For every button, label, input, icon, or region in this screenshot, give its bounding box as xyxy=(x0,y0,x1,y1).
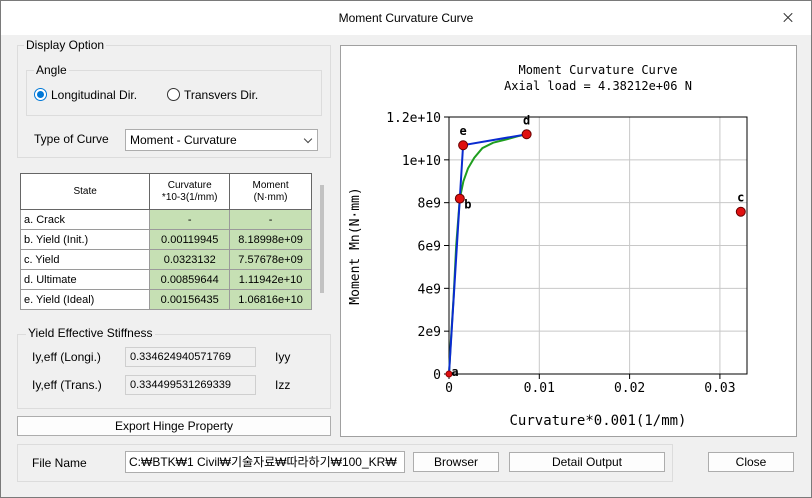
point-label-b: b xyxy=(464,198,471,212)
point-marker-d xyxy=(521,129,532,140)
detail-output-button[interactable]: Detail Output xyxy=(509,452,665,472)
chart-subtitle: Axial load = 4.38212e+06 N xyxy=(504,79,692,93)
x-tick-label: 0 xyxy=(445,381,453,396)
y-tick-label: 8e9 xyxy=(418,197,441,212)
point-label-c: c xyxy=(737,191,744,205)
y-tick-label: 1.2e+10 xyxy=(386,111,441,126)
header-state: State xyxy=(19,173,151,210)
curvature-cell: 0.00859644 xyxy=(149,269,231,290)
state-cell: e. Yield (Ideal) xyxy=(19,289,151,310)
type-of-curve-select[interactable]: Moment - Curvature xyxy=(125,129,318,151)
header-curvature: Curvature *10-3(1/mm) xyxy=(149,173,231,210)
display-option-group xyxy=(17,45,331,158)
file-group xyxy=(17,444,673,482)
table-scrollbar[interactable] xyxy=(317,175,327,317)
point-marker-b xyxy=(454,193,465,204)
title-bar: Moment Curvature Curve xyxy=(1,1,811,35)
longi-unit: Iyy xyxy=(275,350,291,364)
file-name-label: File Name xyxy=(32,456,87,470)
y-tick-label: 0 xyxy=(433,368,441,383)
curvature-cell: 0.00119945 xyxy=(149,229,231,250)
chart-panel: 0 0.01 0.02 0.03 0 2e9 4e9 6e9 8e9 1e+10 1.2e+10 Mo… xyxy=(340,45,797,437)
point-marker-c xyxy=(735,206,746,217)
point-marker-e xyxy=(458,140,469,151)
y-axis-label: Moment Mn(N·mm) xyxy=(348,187,363,304)
transvers-radio[interactable] xyxy=(167,88,180,101)
table-row[interactable]: a. Crack - - xyxy=(19,209,312,230)
chevron-down-icon xyxy=(303,134,313,144)
angle-group xyxy=(26,70,322,116)
close-icon[interactable] xyxy=(765,1,811,35)
curvature-cell: 0.00156435 xyxy=(149,289,231,310)
x-axis-label: Curvature*0.001(1/mm) xyxy=(509,413,686,429)
x-tick-label: 0.02 xyxy=(614,381,645,396)
plot-border xyxy=(448,116,748,375)
y-tick-label: 1e+10 xyxy=(402,154,441,169)
trans-label: Iy,eff (Trans.) xyxy=(32,378,102,392)
moment-cell: 7.57678e+09 xyxy=(229,249,312,270)
moment-cell: 1.06816e+10 xyxy=(229,289,312,310)
series-line-1 xyxy=(448,133,527,375)
close-button[interactable]: Close xyxy=(708,452,794,472)
moment-cell: 8.18998e+09 xyxy=(229,229,312,250)
chart-title: Moment Curvature Curve xyxy=(519,63,678,77)
x-tick-label: 0.01 xyxy=(524,381,555,396)
curvature-cell: 0.0323132 xyxy=(149,249,231,270)
curvature-cell: - xyxy=(149,209,231,230)
x-tick-label: 0.03 xyxy=(704,381,735,396)
longi-label: Iy,eff (Longi.) xyxy=(32,350,101,364)
y-tick-label: 4e9 xyxy=(418,282,441,297)
point-label-e: e xyxy=(460,124,467,138)
table-row[interactable]: e. Yield (Ideal) 0.00156435 1.06816e+10 xyxy=(19,289,312,310)
header-moment: Moment (N·mm) xyxy=(229,173,312,210)
file-name-input[interactable]: C:₩BTK₩1 Civil₩기술자료₩따라하기₩100_KR₩ xyxy=(125,451,405,473)
moment-cell: 1.11942e+10 xyxy=(229,269,312,290)
table-row[interactable]: c. Yield 0.0323132 7.57678e+09 xyxy=(19,249,312,270)
point-label-a: a xyxy=(451,365,458,379)
scrollbar-thumb[interactable] xyxy=(320,185,324,293)
state-cell: c. Yield xyxy=(19,249,151,270)
window-title: Moment Curvature Curve xyxy=(338,11,474,25)
state-cell: d. Ultimate xyxy=(19,269,151,290)
angle-label: Angle xyxy=(34,63,69,77)
state-cell: b. Yield (Init.) xyxy=(19,229,151,250)
y-tick-label: 6e9 xyxy=(418,240,441,255)
stiffness-group xyxy=(17,334,331,409)
stiffness-label: Yield Effective Stiffness xyxy=(26,326,155,340)
moment-curvature-chart: 0 0.01 0.02 0.03 0 2e9 4e9 6e9 8e9 1e+10 1.2e+10 Mo… xyxy=(348,63,748,429)
point-label-d: d xyxy=(523,113,530,127)
longi-value-field: 0.334624940571769 xyxy=(125,347,256,367)
table-row[interactable]: b. Yield (Init.) 0.00119945 8.18998e+09 xyxy=(19,229,312,250)
point-marker-a xyxy=(445,370,453,378)
y-tick-label: 2e9 xyxy=(418,325,441,340)
moment-cell: - xyxy=(229,209,312,230)
state-cell: a. Crack xyxy=(19,209,151,230)
browser-button[interactable]: Browser xyxy=(413,452,499,472)
type-of-curve-value: Moment - Curvature xyxy=(130,133,237,147)
trans-value-field: 0.334499531269339 xyxy=(125,375,256,395)
display-option-label: Display Option xyxy=(24,38,107,52)
state-table: State Curvature *10-3(1/mm) Moment (N·mm) … xyxy=(19,173,312,310)
table-row[interactable]: d. Ultimate 0.00859644 1.11942e+10 xyxy=(19,269,312,290)
longitudinal-radio-label[interactable]: Longitudinal Dir. xyxy=(51,88,138,102)
type-of-curve-label: Type of Curve xyxy=(34,132,109,146)
transvers-radio-label[interactable]: Transvers Dir. xyxy=(184,88,259,102)
trans-unit: Izz xyxy=(275,378,291,392)
longitudinal-radio[interactable] xyxy=(34,88,47,101)
export-hinge-property-button[interactable]: Export Hinge Property xyxy=(17,416,331,436)
